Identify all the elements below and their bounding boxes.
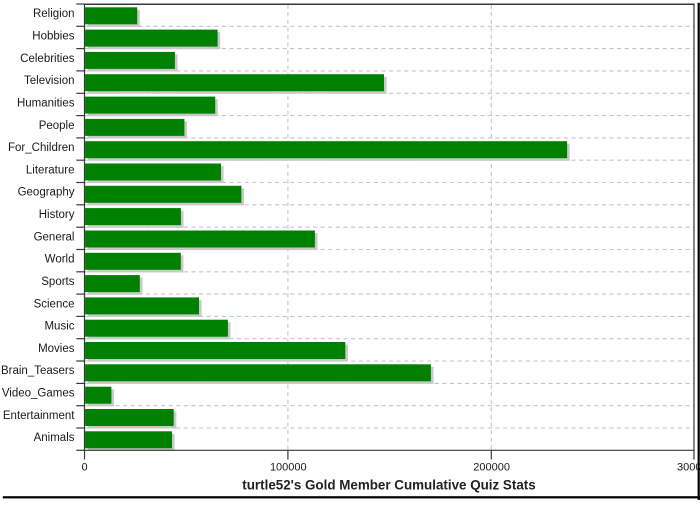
svg-text:Television: Television: [24, 75, 75, 87]
svg-text:Science: Science: [34, 298, 75, 310]
svg-text:Sports: Sports: [41, 276, 74, 288]
svg-text:Geography: Geography: [18, 187, 75, 199]
svg-text:Entertainment: Entertainment: [3, 410, 75, 422]
svg-text:For_Children: For_Children: [8, 142, 74, 154]
svg-text:200000: 200000: [473, 462, 510, 474]
svg-text:turtle52's Gold Member Cumulat: turtle52's Gold Member Cumulative Quiz S…: [242, 477, 535, 492]
svg-text:General: General: [34, 231, 75, 243]
svg-text:People: People: [39, 120, 75, 132]
svg-text:Humanities: Humanities: [17, 98, 75, 110]
svg-text:Movies: Movies: [38, 343, 75, 355]
svg-text:Video_Games: Video_Games: [2, 388, 75, 400]
svg-text:300000: 300000: [677, 462, 700, 474]
svg-text:Celebrities: Celebrities: [20, 53, 75, 65]
svg-text:Animals: Animals: [34, 432, 75, 444]
svg-text:Brain_Teasers: Brain_Teasers: [1, 365, 75, 377]
svg-text:History: History: [39, 209, 75, 221]
svg-text:Literature: Literature: [26, 164, 75, 176]
svg-text:Hobbies: Hobbies: [32, 31, 74, 43]
svg-text:100000: 100000: [270, 462, 307, 474]
svg-text:Religion: Religion: [33, 8, 75, 20]
svg-text:Music: Music: [44, 321, 74, 333]
svg-text:0: 0: [81, 462, 87, 474]
svg-text:World: World: [45, 254, 75, 266]
